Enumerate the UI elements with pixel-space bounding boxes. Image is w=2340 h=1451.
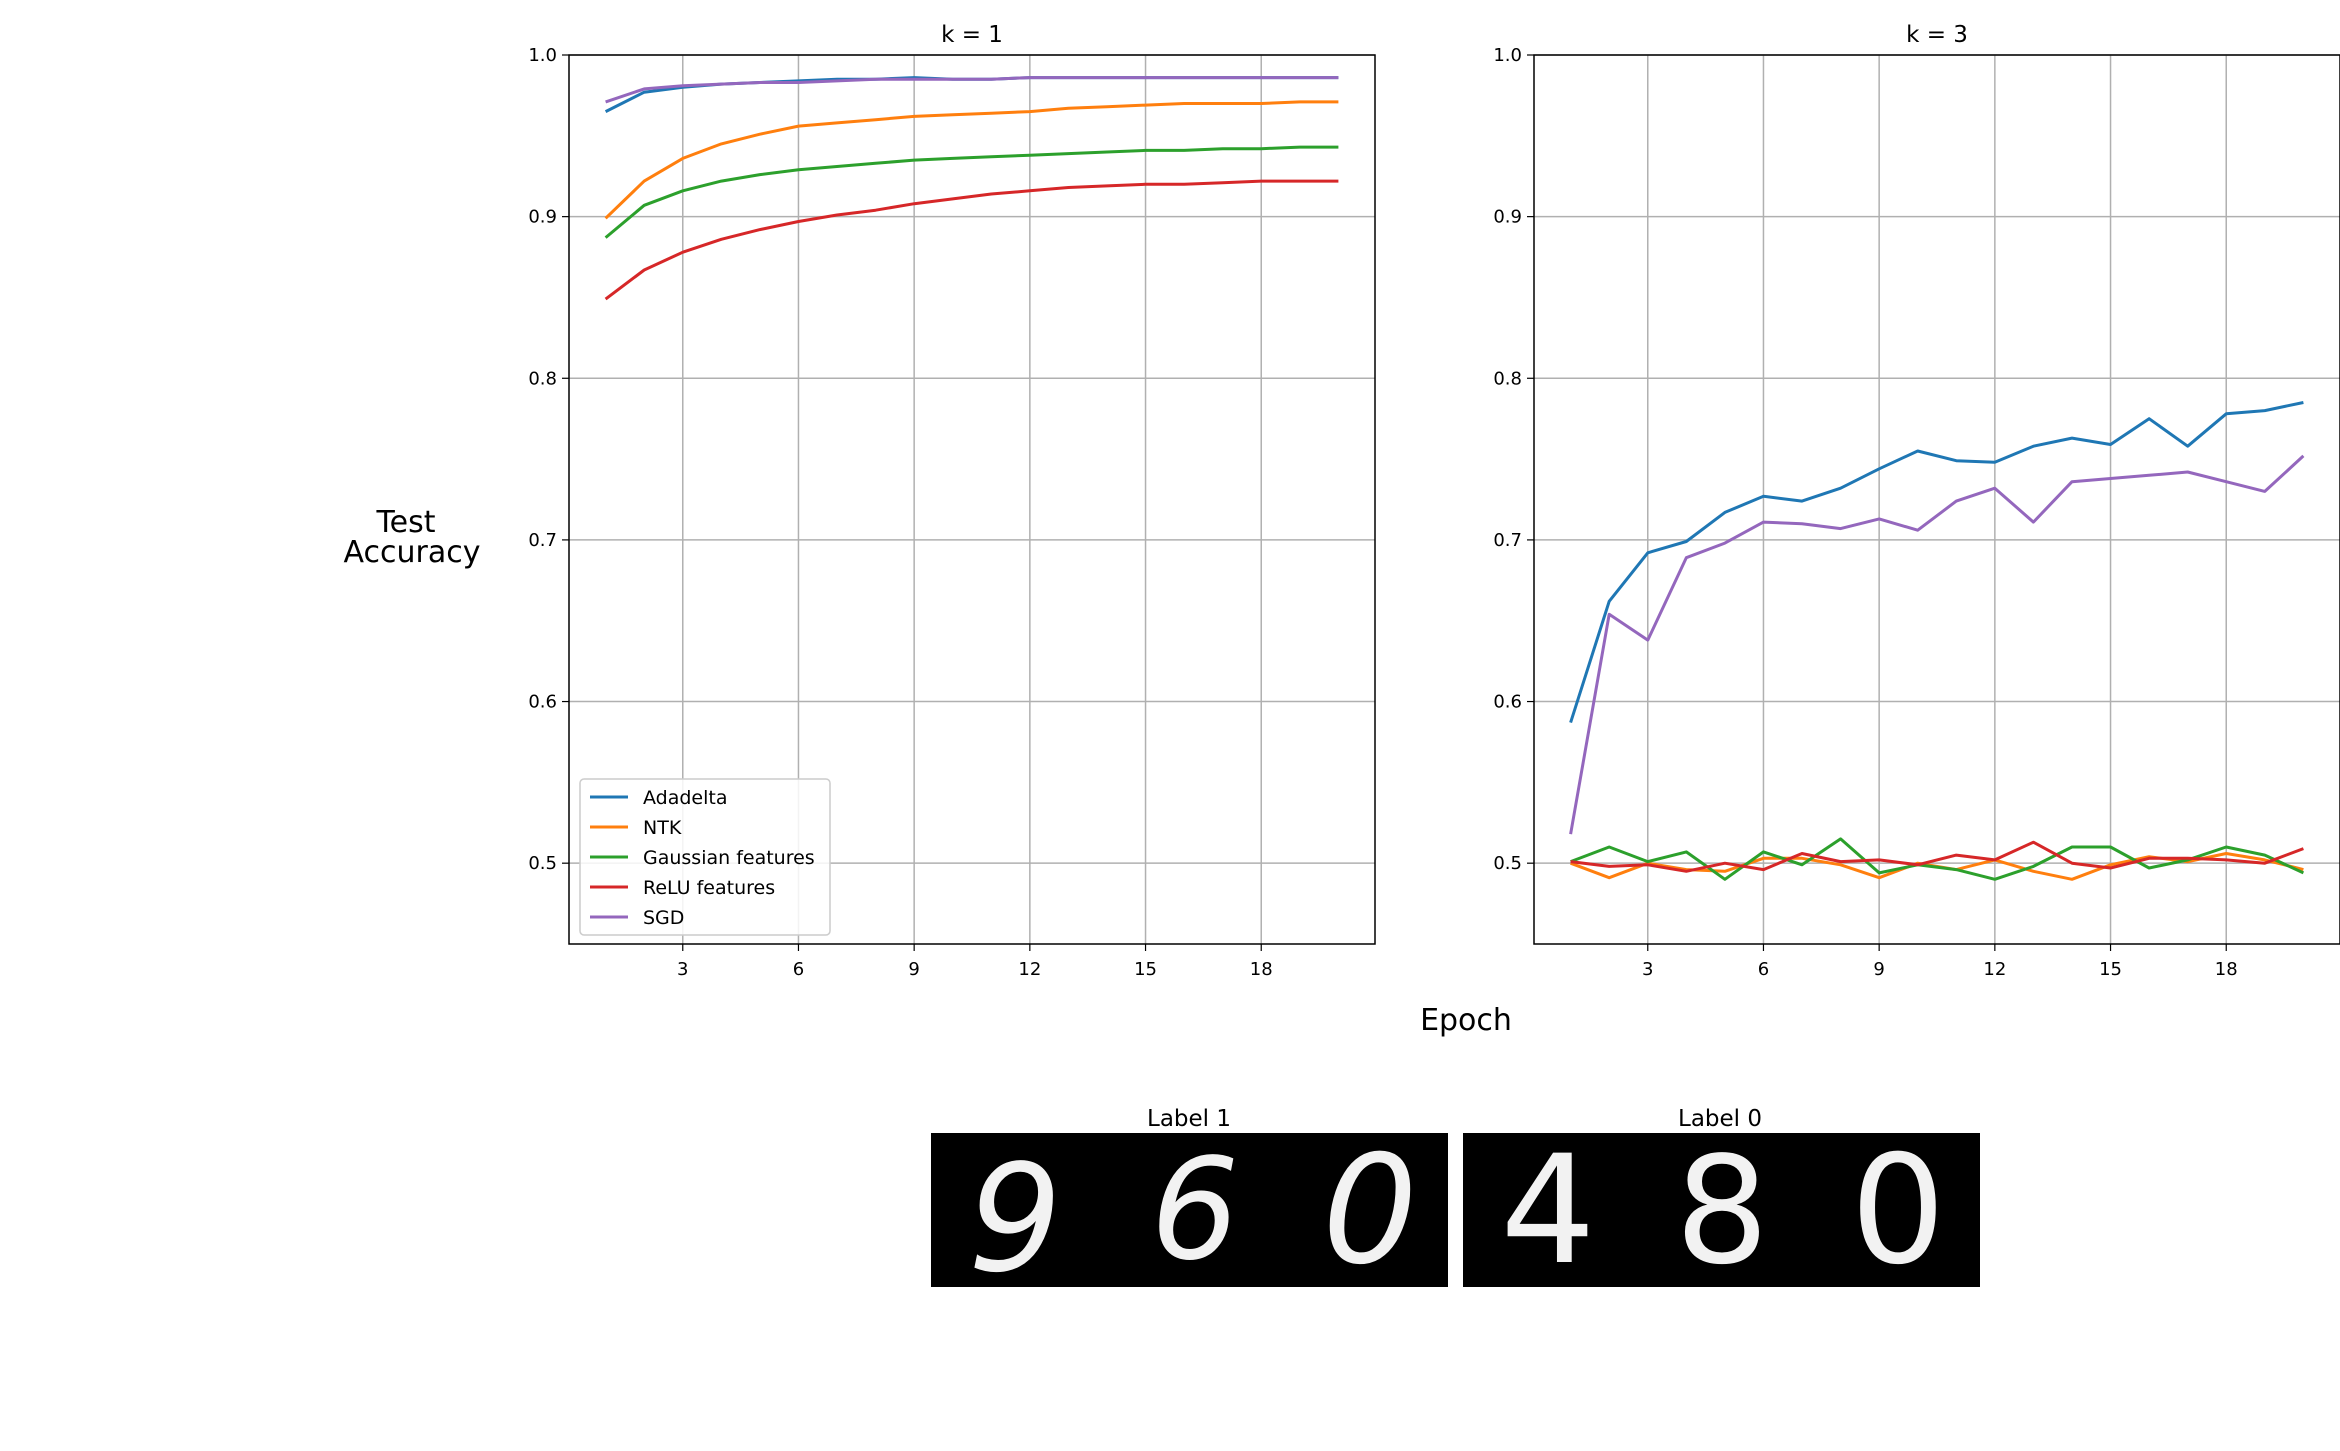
y-tick-label: 0.5 (1493, 853, 1522, 874)
panel-title: k = 3 (1906, 22, 1968, 48)
y-tick-label: 0.6 (528, 692, 557, 713)
y-tick-label: 0.9 (528, 207, 557, 228)
x-tick-label: 18 (2215, 959, 2238, 980)
legend: Adadelta NTK Gaussian features ReLU feature… (579, 778, 831, 936)
digit-image: 0 (1322, 1124, 1417, 1298)
digit-image: 6 (1150, 1129, 1239, 1292)
y-tick-label: 0.8 (528, 368, 557, 389)
legend-box (579, 778, 831, 936)
plot-frame (568, 54, 1376, 945)
sample-title-label-1: Label 1 (1147, 1106, 1231, 1132)
chart-panel-k1: k = 1 3 6 9 12 15 18 0.5 0.6 0.7 0.8 0.9 1.0 (528, 22, 1376, 980)
x-tick-label: 3 (677, 959, 688, 980)
legend-label-relu-features: ReLU features (643, 877, 775, 899)
y-tick-label: 0.9 (1493, 207, 1522, 228)
series-line-gaussian-features (604, 145, 1339, 239)
series-lines (1569, 401, 2305, 881)
y-tick-label: 1.0 (528, 45, 557, 66)
panel-title: k = 1 (941, 22, 1003, 48)
y-axis-label-line-2: Accuracy (344, 535, 481, 570)
digit-image: 0 (1850, 1124, 1945, 1298)
x-tick-label: 12 (1983, 959, 2006, 980)
x-tick-label: 9 (1873, 959, 1884, 980)
legend-label-ntk: NTK (643, 817, 682, 839)
y-tick-label: 0.5 (528, 853, 557, 874)
axis-ticks: 3 6 9 12 15 18 0.5 0.6 0.7 0.8 0.9 1.0 (528, 45, 1272, 980)
series-lines (604, 76, 1339, 301)
y-tick-label: 0.8 (1493, 368, 1522, 389)
sample-title-label-0: Label 0 (1678, 1106, 1762, 1132)
gridlines (1534, 54, 2340, 944)
y-axis-label-line-1: Test (375, 505, 435, 540)
plot-frame (1533, 54, 2340, 945)
series-line-relu-features (1570, 840, 2304, 873)
x-axis-label: Epoch (1420, 1003, 1512, 1038)
x-tick-label: 18 (1250, 959, 1273, 980)
legend-label-adadelta: Adadelta (643, 787, 728, 809)
series-line-adadelta (1569, 401, 2304, 724)
series-line-ntk (604, 100, 1339, 220)
x-tick-label: 6 (793, 959, 804, 980)
x-tick-label: 3 (1642, 959, 1653, 980)
sample-digits: Label 1 9 6 0 Label 0 4 8 0 (931, 1106, 1980, 1305)
series-line-relu-features (604, 179, 1339, 301)
y-tick-label: 1.0 (1493, 45, 1522, 66)
x-tick-label: 12 (1018, 959, 1041, 980)
series-line-sgd (605, 76, 1339, 104)
series-line-gaussian-features (1570, 837, 2305, 881)
axis-ticks: 3 6 9 12 15 18 0.5 0.6 0.7 0.8 0.9 1.0 (1493, 45, 2237, 980)
sample-strip-label-0 (1463, 1133, 1980, 1287)
series-line-adadelta (604, 76, 1339, 113)
sample-strip-label-1 (931, 1133, 1448, 1287)
legend-label-gaussian-features: Gaussian features (643, 847, 815, 869)
digit-image: 8 (1675, 1125, 1769, 1297)
y-tick-label: 0.6 (1493, 692, 1522, 713)
digit-image: 4 (1500, 1124, 1595, 1298)
series-line-sgd (1569, 454, 2305, 835)
x-tick-label: 15 (2099, 959, 2122, 980)
y-tick-label: 0.7 (1493, 530, 1522, 551)
x-tick-label: 6 (1758, 959, 1769, 980)
y-tick-label: 0.7 (528, 530, 557, 551)
legend-label-sgd: SGD (643, 907, 684, 929)
x-tick-label: 15 (1134, 959, 1157, 980)
chart-panel-k3: k = 3 3 6 9 12 15 18 0.5 0.6 0.7 0.8 0.9 1.0 (1493, 22, 2340, 980)
digit-image: 9 (968, 1133, 1062, 1305)
x-tick-label: 9 (908, 959, 919, 980)
